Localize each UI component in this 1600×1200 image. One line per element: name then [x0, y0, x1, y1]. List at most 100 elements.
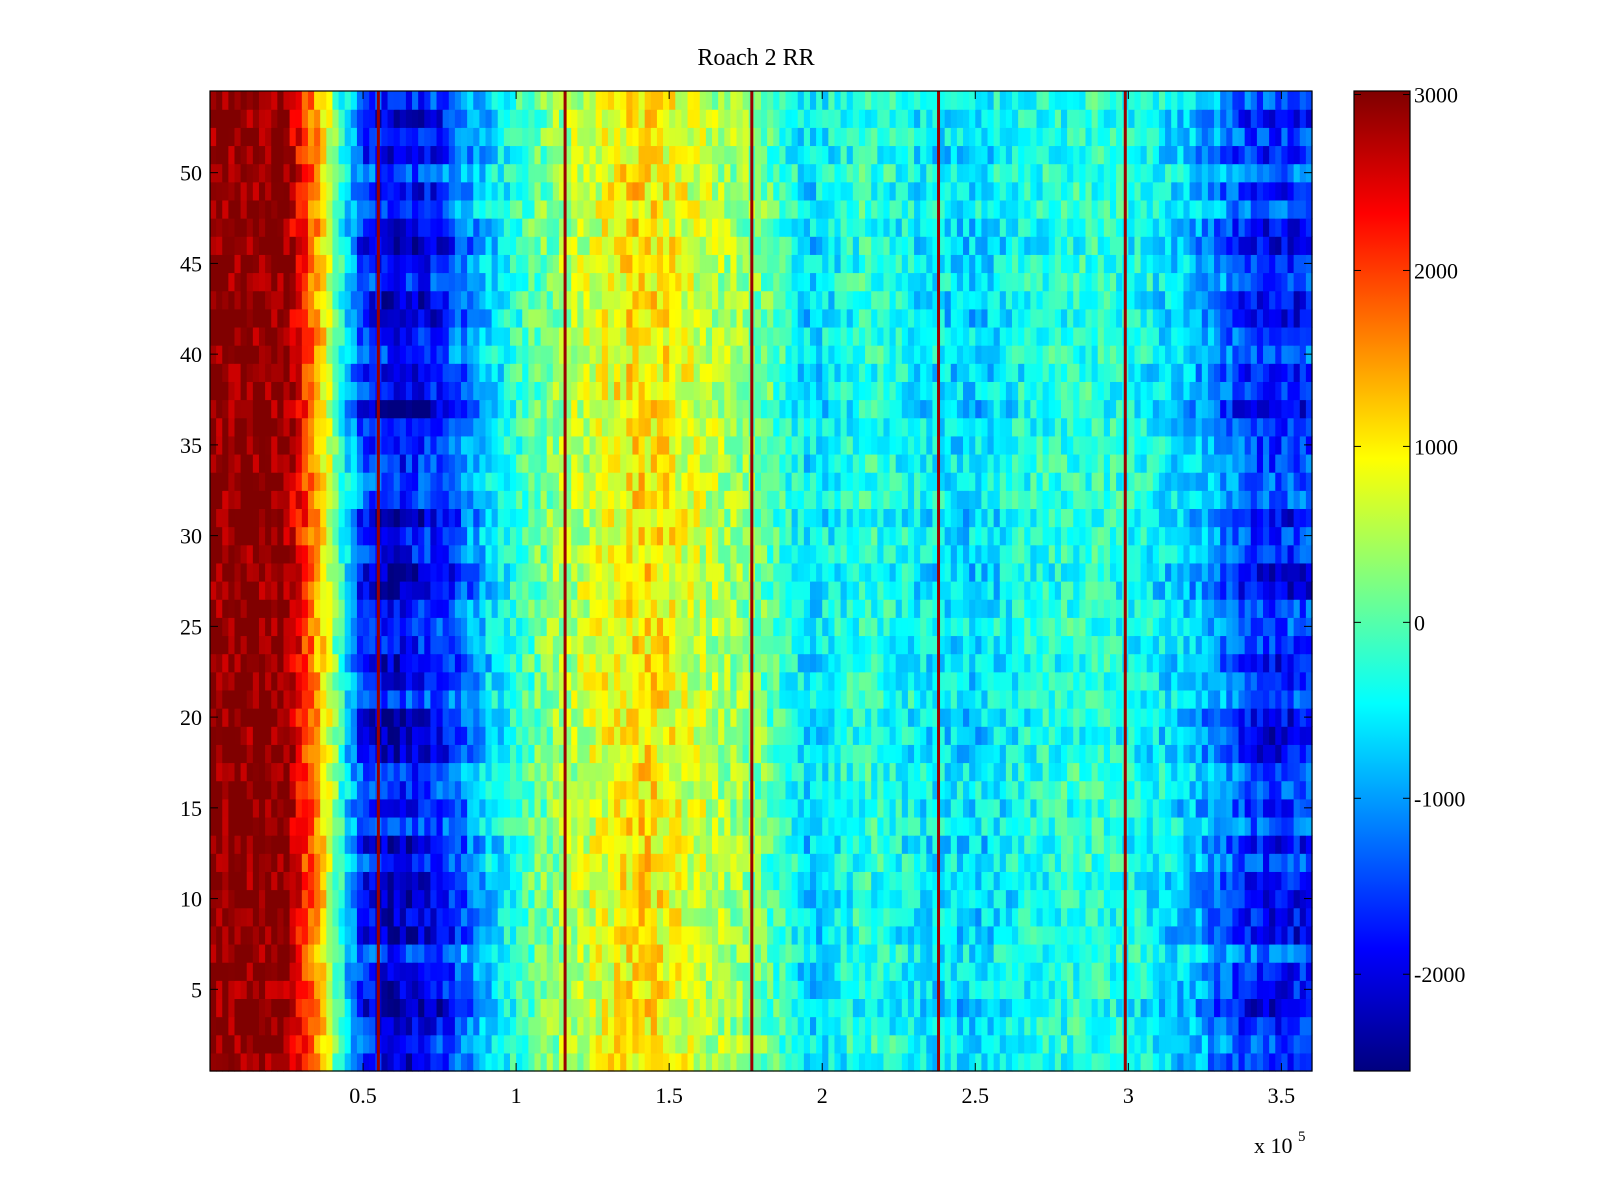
heatmap-cell — [736, 562, 744, 582]
heatmap-cell — [767, 762, 774, 782]
heatmap-cell — [846, 816, 854, 836]
heatmap-cell — [430, 635, 438, 655]
heatmap-cell — [1152, 708, 1160, 727]
heatmap-cell — [754, 617, 762, 637]
heatmap-cell — [834, 835, 842, 854]
heatmap-cell — [761, 689, 768, 709]
heatmap-cell — [430, 1016, 438, 1036]
heatmap-cell — [742, 1034, 750, 1054]
heatmap-cell — [742, 943, 750, 963]
heatmap-cell — [822, 562, 829, 582]
heatmap-cell — [620, 780, 627, 800]
heatmap-cell — [271, 671, 278, 691]
heatmap-cell — [858, 943, 866, 963]
heatmap-cell — [607, 671, 615, 691]
heatmap-cell — [1097, 653, 1105, 673]
heatmap-cell — [240, 962, 248, 981]
heatmap-cell — [1060, 962, 1068, 981]
heatmap-cell — [246, 871, 254, 891]
heatmap-cell — [1250, 1016, 1258, 1036]
heatmap-cell — [289, 853, 297, 872]
heatmap-cell — [1220, 943, 1227, 963]
heatmap-cell — [981, 635, 989, 655]
heatmap-cell — [620, 726, 627, 745]
heatmap-cell — [277, 653, 285, 673]
heatmap-cell — [1232, 653, 1240, 673]
heatmap-cell — [497, 689, 505, 709]
heatmap-cell — [1232, 943, 1240, 963]
heatmap-cell — [1116, 780, 1123, 800]
heatmap-cell — [1097, 1016, 1105, 1036]
heatmap-cell — [754, 835, 762, 854]
heatmap-cell — [491, 889, 499, 909]
heatmap-cell — [1165, 853, 1172, 872]
heatmap-cell — [240, 925, 248, 945]
heatmap-cell — [265, 853, 272, 872]
heatmap-cell — [503, 617, 511, 637]
heatmap-cell — [1207, 653, 1215, 673]
heatmap-cell — [1030, 853, 1038, 872]
heatmap-cell — [1152, 635, 1160, 655]
heatmap-cell — [258, 617, 266, 637]
heatmap-cell — [791, 925, 799, 945]
heatmap-cell — [252, 962, 260, 981]
heatmap-cell — [436, 1034, 444, 1054]
heatmap-cell — [228, 871, 236, 891]
heatmap-cell — [473, 780, 480, 800]
heatmap-cell — [246, 1016, 254, 1036]
heatmap-cell — [1293, 871, 1301, 891]
heatmap-cell — [1256, 744, 1264, 764]
heatmap-cell — [516, 562, 523, 582]
heatmap-cell — [344, 689, 352, 709]
heatmap-cell — [907, 762, 915, 782]
heatmap-cell — [705, 998, 713, 1018]
heatmap-cell — [1005, 1016, 1013, 1036]
heatmap-cell — [1116, 599, 1123, 618]
heatmap-cell — [822, 1016, 829, 1036]
heatmap-cell — [509, 871, 517, 891]
heatmap-cell — [1232, 1052, 1240, 1072]
heatmap-cell — [326, 780, 334, 800]
heatmap-cell — [485, 980, 493, 1000]
heatmap-cell — [1042, 1016, 1050, 1036]
heatmap-cell — [791, 689, 799, 709]
heatmap-cell — [822, 581, 829, 600]
heatmap-cell — [626, 853, 634, 872]
heatmap-cell — [1220, 1052, 1227, 1072]
heatmap-cell — [1054, 671, 1062, 691]
heatmap-cell — [405, 943, 413, 963]
heatmap-cell — [1048, 962, 1056, 981]
heatmap-cell — [240, 562, 248, 582]
heatmap-cell — [1012, 798, 1019, 818]
heatmap-cell — [405, 889, 413, 909]
heatmap-cell — [1293, 708, 1301, 727]
heatmap-cell — [577, 617, 585, 637]
heatmap-cell — [846, 853, 854, 872]
heatmap-cell — [987, 617, 995, 637]
heatmap-cell — [614, 925, 621, 945]
heatmap-cell — [1158, 1034, 1166, 1054]
heatmap-cell — [1005, 780, 1013, 800]
heatmap-cell — [332, 562, 340, 582]
heatmap-cell — [1140, 962, 1148, 981]
heatmap-cell — [950, 980, 958, 1000]
heatmap-cell — [454, 562, 462, 582]
heatmap-cell — [314, 726, 321, 745]
heatmap-cell — [234, 562, 242, 582]
heatmap-cell — [969, 581, 976, 600]
heatmap-cell — [852, 816, 860, 836]
heatmap-cell — [516, 689, 523, 709]
heatmap-cell — [222, 835, 229, 854]
heatmap-cell — [724, 835, 731, 854]
heatmap-cell — [791, 816, 799, 836]
heatmap-cell — [1171, 798, 1178, 818]
heatmap-cell — [877, 798, 885, 818]
heatmap-cell — [1005, 762, 1013, 782]
heatmap-cell — [240, 599, 248, 618]
heatmap-cell — [228, 1016, 236, 1036]
heatmap-cell — [675, 816, 683, 836]
heatmap-cell — [816, 1016, 823, 1036]
heatmap-cell — [1036, 871, 1044, 891]
heatmap-cell — [816, 816, 823, 836]
heatmap-cell — [252, 726, 260, 745]
